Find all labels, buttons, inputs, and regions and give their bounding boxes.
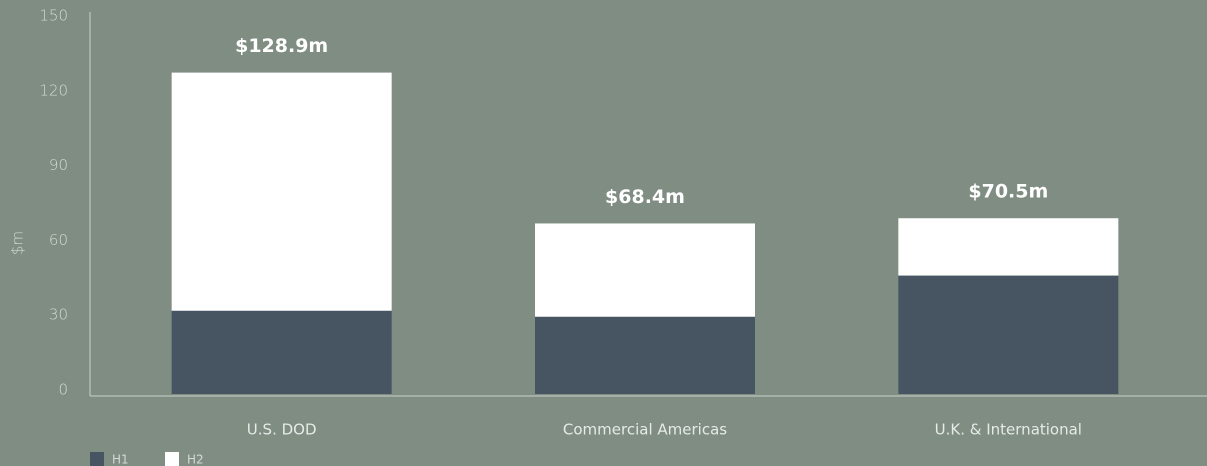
x-tick-label: Commercial Americas (563, 421, 727, 439)
bar-segment (535, 316, 755, 394)
x-tick-label: U.S. DOD (247, 421, 317, 439)
legend-swatch (90, 452, 104, 466)
bar-segment (898, 275, 1119, 394)
total-label: $128.9m (235, 35, 328, 57)
legend-swatch (165, 452, 179, 466)
bar-segment (535, 223, 755, 317)
y-tick-label: 60 (49, 231, 68, 249)
legend-label: H2 (187, 453, 204, 466)
y-tick-label: 30 (49, 306, 68, 324)
y-axis-label: $m (9, 231, 27, 255)
y-tick-label: 150 (39, 7, 68, 25)
y-tick-label: 90 (49, 156, 68, 174)
bar-segment (171, 72, 392, 311)
bar-segment (898, 218, 1119, 276)
legend-label: H1 (112, 453, 129, 466)
x-tick-label: U.K. & International (935, 421, 1082, 439)
y-tick-label: 120 (39, 81, 68, 99)
total-label: $70.5m (968, 181, 1048, 203)
total-label: $68.4m (605, 186, 685, 208)
y-tick-label: 0 (58, 381, 68, 399)
bar-segment (171, 310, 392, 394)
